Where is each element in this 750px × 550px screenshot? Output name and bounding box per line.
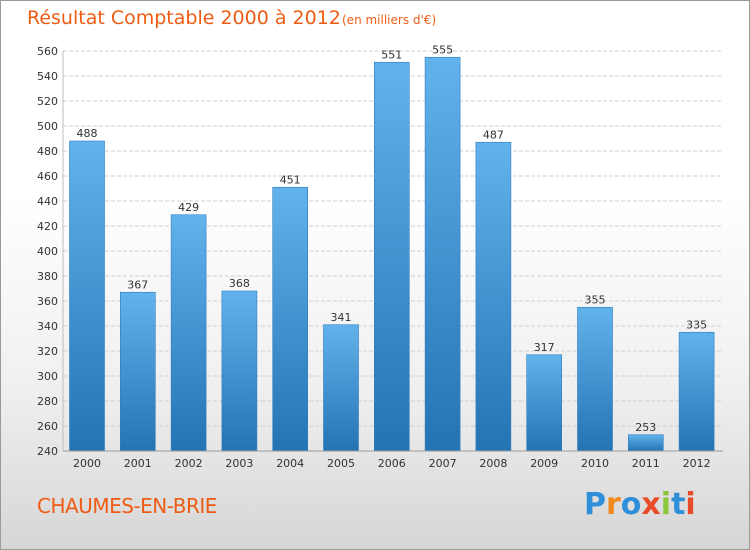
bar-value-label: 341 xyxy=(331,311,352,324)
y-tick-label: 540 xyxy=(37,70,58,83)
y-tick-label: 320 xyxy=(37,345,58,358)
bar xyxy=(170,214,207,452)
bar-value-label: 368 xyxy=(229,277,250,290)
bar xyxy=(120,291,156,452)
x-tick-label: 2007 xyxy=(429,457,457,470)
y-tick-label: 560 xyxy=(37,45,58,58)
y-tick-label: 420 xyxy=(37,220,58,233)
chart-subtitle: (en milliers d'€) xyxy=(342,13,437,27)
bar xyxy=(475,141,512,452)
x-tick-label: 2009 xyxy=(530,457,558,470)
y-tick-label: 520 xyxy=(37,95,58,108)
logo-letter: r xyxy=(606,487,621,522)
bar-value-label: 555 xyxy=(432,43,453,56)
y-tick-label: 300 xyxy=(37,370,58,383)
bar xyxy=(627,434,664,452)
x-tick-label: 2000 xyxy=(73,457,101,470)
y-tick-label: 340 xyxy=(37,320,58,333)
bar-value-label: 355 xyxy=(585,293,606,306)
bar-value-label: 317 xyxy=(534,341,555,354)
logo-letter: t xyxy=(671,487,686,522)
logo-letter: P xyxy=(584,487,606,522)
logo-letter: i xyxy=(660,487,672,522)
x-tick-label: 2003 xyxy=(225,457,253,470)
city-name: CHAUMES-EN-BRIE xyxy=(37,494,217,518)
bar-value-label: 487 xyxy=(483,128,504,141)
bar xyxy=(69,140,105,452)
bar-value-label: 335 xyxy=(686,318,707,331)
x-tick-label: 2004 xyxy=(276,457,304,470)
y-tick-label: 280 xyxy=(37,395,58,408)
bar xyxy=(221,290,258,452)
y-tick-label: 400 xyxy=(37,245,58,258)
bar xyxy=(577,306,613,452)
logo-letter: i xyxy=(685,487,696,522)
bar xyxy=(272,186,309,452)
y-tick-label: 360 xyxy=(37,295,58,308)
bar xyxy=(424,56,461,452)
bar-chart: 240 260 280 300 320 340 360 380 400 420 440 460 480 5… xyxy=(37,43,723,470)
bar-value-label: 488 xyxy=(77,127,98,140)
bar xyxy=(373,61,410,452)
x-tick-label: 2012 xyxy=(683,457,711,470)
bar xyxy=(526,354,563,452)
x-tick-label: 2005 xyxy=(327,457,355,470)
chart-title: Résultat Comptable 2000 à 2012 xyxy=(27,7,341,29)
bar-value-label: 551 xyxy=(381,48,402,61)
y-tick-label: 500 xyxy=(37,120,58,133)
x-tick-label: 2006 xyxy=(378,457,406,470)
x-tick-label: 2002 xyxy=(175,457,203,470)
y-tick-label: 240 xyxy=(37,445,58,458)
bar-value-label: 451 xyxy=(280,173,301,186)
y-tick-label: 440 xyxy=(37,195,58,208)
logo-letter: x xyxy=(641,487,661,522)
proxiti-logo[interactable]: Proxiti xyxy=(584,487,696,522)
logo-letter: o xyxy=(620,487,642,522)
y-tick-label: 480 xyxy=(37,145,58,158)
x-tick-label: 2008 xyxy=(479,457,507,470)
x-tick-label: 2001 xyxy=(124,457,152,470)
x-tick-label: 2010 xyxy=(581,457,609,470)
bar xyxy=(678,331,715,452)
bar-value-label: 429 xyxy=(178,201,199,214)
bar-value-label: 367 xyxy=(127,278,148,291)
bar-value-label: 253 xyxy=(635,421,656,434)
y-tick-label: 380 xyxy=(37,270,58,283)
y-tick-label: 260 xyxy=(37,420,58,433)
bar xyxy=(323,324,359,452)
y-tick-label: 460 xyxy=(37,170,58,183)
x-tick-label: 2011 xyxy=(632,457,660,470)
